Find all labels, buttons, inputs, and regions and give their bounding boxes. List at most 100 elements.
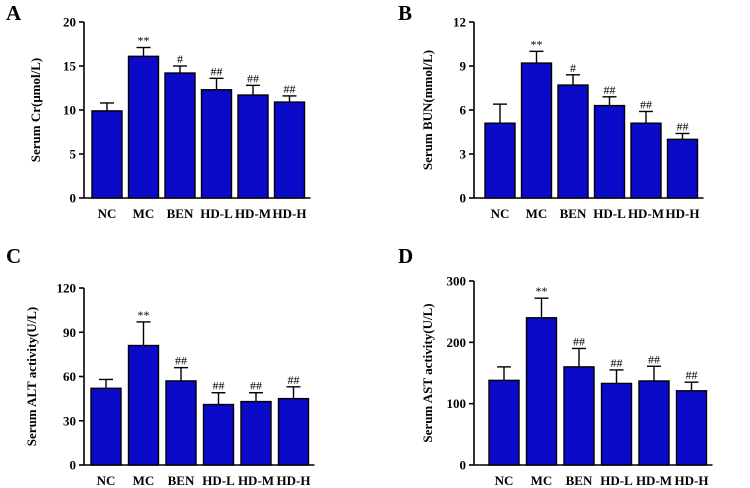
x-tick-label: BEN (566, 473, 593, 488)
significance-mark: ** (531, 37, 543, 51)
y-axis-label: Serum BUN(mmol/L) (420, 50, 435, 170)
y-tick-label: 0 (460, 191, 467, 206)
bar-ben (563, 366, 595, 466)
y-tick-label: 90 (63, 325, 76, 340)
y-tick-label: 10 (63, 103, 76, 118)
y-tick-label: 0 (70, 458, 77, 473)
significance-mark: ** (536, 284, 548, 298)
x-tick-label: HD-L (593, 206, 626, 221)
bar-hd-m (638, 380, 670, 466)
significance-mark: ## (213, 379, 225, 393)
significance-mark: ## (686, 368, 698, 382)
bar-nc (90, 387, 122, 466)
x-tick-label: NC (98, 206, 117, 221)
y-tick-label: 120 (57, 281, 77, 296)
bar-hd-m (630, 122, 662, 199)
panel-letter: C (6, 244, 21, 268)
significance-mark: ## (604, 83, 616, 97)
y-axis-label: Serum ALT activity(U/L) (24, 307, 39, 446)
x-tick-label: MC (133, 473, 155, 488)
significance-mark: ## (611, 356, 623, 370)
bar-hd-h (273, 101, 306, 199)
bar-hd-h (675, 390, 708, 466)
y-tick-label: 9 (460, 59, 467, 74)
y-tick-label: 100 (447, 396, 467, 411)
chart-panel-c: C Serum ALT activity(U/L) 0 30 60 90 120 NC ** MC… (6, 244, 315, 488)
panel-letter: D (398, 244, 413, 268)
chart-panel-b: B Serum BUN(mmol/L) 0 3 6 9 12 NC ** MC # BEN ## HD-L… (398, 1, 704, 221)
chart-panel-d: D Serum AST activity(U/L) 0 100 200 300 NC ** MC… (398, 244, 713, 488)
x-tick-label: HD-L (200, 206, 233, 221)
bar-hd-h (277, 397, 310, 466)
significance-mark: ## (211, 64, 223, 78)
significance-mark: ## (250, 379, 262, 393)
bar-hd-l (202, 403, 235, 466)
bar-nc (91, 110, 123, 199)
y-tick-label: 15 (63, 59, 77, 74)
bar-hd-m (240, 400, 272, 466)
bar-mc (127, 344, 160, 466)
x-tick-label: NC (495, 473, 514, 488)
bar-mc (520, 62, 553, 199)
significance-mark: ## (247, 71, 259, 85)
bar-hd-l (593, 104, 626, 199)
y-tick-label: 20 (63, 15, 76, 30)
significance-mark: ## (677, 119, 689, 133)
x-tick-label: HD-L (600, 473, 633, 488)
significance-mark: ## (175, 354, 187, 368)
y-axis-label: Serum AST activity(U/L) (420, 303, 435, 442)
x-tick-label: BEN (560, 206, 587, 221)
chart-panel-a: A Serum Cr(μmol/L) 0 5 10 15 20 NC ** MC # BEN ## HD-… (6, 1, 311, 221)
bar-ben (164, 72, 196, 199)
x-tick-label: BEN (168, 473, 195, 488)
panel-letter: A (6, 1, 22, 25)
significance-mark: ## (284, 82, 296, 96)
y-tick-label: 200 (447, 335, 467, 350)
bar-ben (165, 380, 197, 466)
bar-nc (488, 379, 520, 466)
panel-letter: B (398, 1, 412, 25)
x-tick-label: MC (133, 206, 155, 221)
bar-hd-h (666, 138, 699, 199)
x-tick-label: HD-M (636, 473, 672, 488)
bar-hd-l (600, 382, 633, 466)
y-axis-label: Serum Cr(μmol/L) (28, 58, 43, 163)
significance-mark: # (570, 61, 576, 75)
significance-mark: # (177, 52, 183, 66)
x-tick-label: HD-H (666, 206, 700, 221)
x-tick-label: MC (526, 206, 548, 221)
significance-mark: ** (138, 34, 150, 48)
x-tick-label: HD-M (238, 473, 274, 488)
y-tick-label: 0 (70, 191, 77, 206)
significance-mark: ## (648, 352, 660, 366)
y-tick-label: 5 (70, 147, 77, 162)
x-tick-label: HD-H (273, 206, 307, 221)
y-tick-label: 0 (460, 458, 467, 473)
x-tick-label: MC (531, 473, 553, 488)
bar-mc (525, 317, 558, 466)
y-tick-label: 12 (453, 15, 466, 30)
y-tick-label: 30 (63, 413, 76, 428)
x-tick-label: HD-H (675, 473, 709, 488)
x-tick-label: HD-M (628, 206, 664, 221)
significance-mark: ** (138, 308, 150, 322)
x-tick-label: NC (491, 206, 510, 221)
significance-mark: ## (288, 373, 300, 387)
significance-mark: ## (573, 334, 585, 348)
y-tick-label: 6 (460, 103, 467, 118)
x-tick-label: NC (97, 473, 116, 488)
x-tick-label: HD-H (277, 473, 311, 488)
bar-hd-m (237, 94, 269, 199)
x-tick-label: HD-L (202, 473, 235, 488)
y-tick-label: 60 (63, 369, 76, 384)
x-tick-label: BEN (167, 206, 194, 221)
bar-mc (127, 55, 160, 199)
bar-hd-l (200, 89, 233, 199)
bar-nc (484, 122, 516, 199)
x-tick-label: HD-M (235, 206, 271, 221)
y-tick-label: 3 (460, 147, 467, 162)
significance-mark: ## (640, 97, 652, 111)
bar-ben (557, 84, 589, 199)
y-tick-label: 300 (447, 274, 467, 289)
